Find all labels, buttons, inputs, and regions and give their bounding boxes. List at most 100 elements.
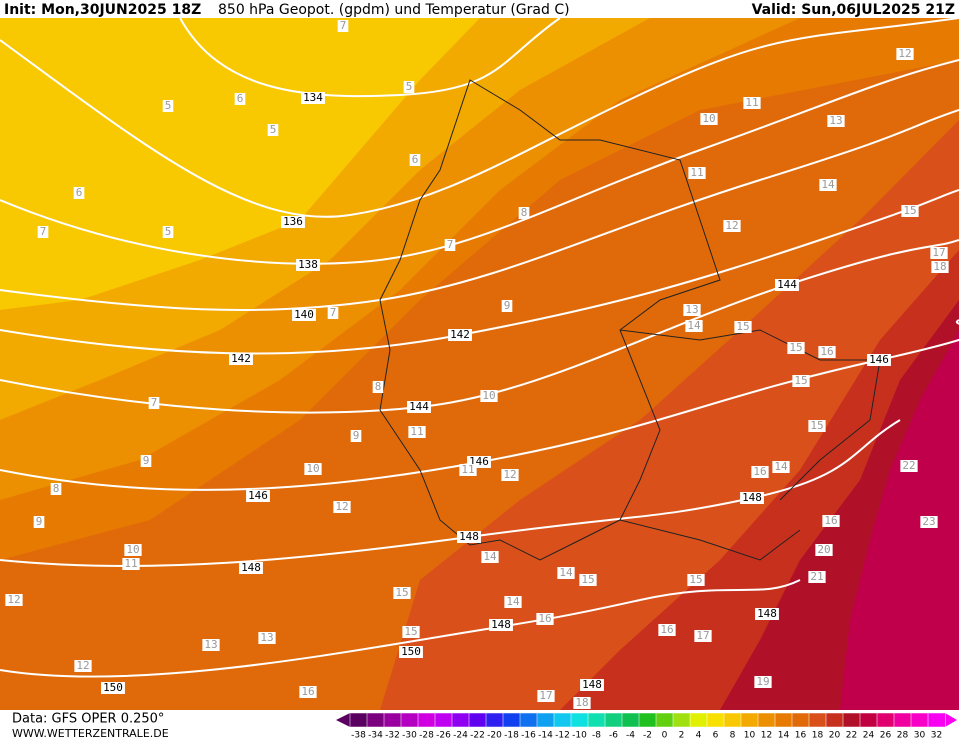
temperature-label-text: 14	[687, 319, 701, 332]
colorbar-arrow	[945, 713, 957, 727]
temperature-label: 15	[393, 586, 411, 599]
contour	[0, 239, 959, 414]
temperature-label: 5	[403, 80, 415, 93]
colorbar-label: 8	[730, 731, 736, 741]
geopotential-label: 140	[292, 308, 316, 321]
temperature-label: 7	[327, 306, 339, 319]
temperature-label-text: 12	[503, 468, 516, 481]
temperature-label-text: 9	[143, 454, 150, 467]
geopotential-label: 142	[229, 352, 253, 365]
colorbar-label: -10	[572, 731, 587, 741]
temperature-label-box	[73, 187, 85, 199]
temperature-label: 16	[818, 345, 836, 358]
geopotential-label-text: 138	[298, 258, 318, 271]
temperature-label-text: 13	[260, 631, 273, 644]
colorbar-label: -16	[521, 731, 536, 741]
temperature-label-box	[694, 630, 712, 642]
colorbar-label: -26	[436, 731, 451, 741]
temperature-label-box	[327, 307, 339, 319]
temperature-label: 9	[140, 454, 152, 467]
geopotential-label-box	[399, 646, 423, 658]
temperature-label-text: 13	[204, 638, 217, 651]
temperature-label-text: 15	[395, 586, 408, 599]
temperature-label-box	[734, 321, 752, 333]
temperature-label-box	[481, 551, 499, 563]
temperature-label: 17	[930, 246, 948, 259]
geopotential-label-box	[775, 279, 799, 291]
colorbar-label: 18	[812, 731, 824, 741]
colorbar-label: -24	[453, 731, 468, 741]
geopotential-label: 148	[755, 607, 779, 620]
temperature-label-text: 5	[165, 99, 172, 112]
geopotential-label-box	[448, 329, 472, 341]
temperature-label: 14	[772, 460, 790, 473]
colorbar-segment	[366, 712, 385, 728]
temperature-label-box	[700, 113, 718, 125]
temperature-label-box	[819, 179, 837, 191]
colorbar-segment	[791, 712, 810, 728]
temperature-label-text: 5	[270, 123, 277, 136]
temperature-label-box	[772, 461, 790, 473]
temperature-label: 11	[459, 463, 477, 476]
temperature-label: 9	[350, 429, 362, 442]
geopotential-label-box	[101, 682, 125, 694]
temperature-label-box	[818, 346, 836, 358]
colorbar-segment	[621, 712, 640, 728]
temperature-label-text: 7	[330, 306, 337, 319]
colorbar-segment	[417, 712, 436, 728]
temperature-label: 12	[501, 468, 519, 481]
colorbar-segment	[740, 712, 759, 728]
colorbar-label: 2	[679, 731, 685, 741]
geopotential-label-box	[489, 619, 513, 631]
temperature-label-box	[444, 239, 456, 251]
temperature-label-text: 14	[774, 460, 788, 473]
geopotential-label: 144	[775, 278, 799, 291]
colorbar-segment	[927, 712, 946, 728]
temperature-label: 15	[787, 341, 805, 354]
colorbar-segment	[757, 712, 776, 728]
colorbar-label: 24	[863, 731, 875, 741]
temperature-label: 9	[501, 299, 513, 312]
temperature-label: 15	[901, 204, 919, 217]
contour	[0, 59, 959, 265]
temperature-label-text: 14	[821, 178, 835, 191]
geopotential-label-text: 148	[459, 530, 479, 543]
geopotential-label-text: 144	[409, 400, 429, 413]
colorbar-label: -6	[609, 731, 618, 741]
temperature-label: 6	[234, 92, 246, 105]
geopotential-label: 150	[399, 645, 423, 658]
temperature-label-text: 14	[559, 566, 573, 579]
temperature-label-box	[403, 81, 415, 93]
geopotential-label-box	[292, 309, 316, 321]
geopotential-label-text: 146	[869, 353, 889, 366]
temperature-label-text: 21	[810, 570, 823, 583]
geopotential-label-box	[580, 679, 604, 691]
temperature-label-text: 14	[483, 550, 497, 563]
temperature-label: 16	[299, 685, 317, 698]
temperature-label-text: 15	[689, 573, 702, 586]
colorbar-label: -2	[643, 731, 652, 741]
temperature-label-text: 12	[335, 500, 348, 513]
temperature-label-box	[148, 397, 160, 409]
temperature-label: 14	[481, 550, 499, 563]
temperature-label-text: 15	[794, 374, 807, 387]
temperature-label: 12	[723, 219, 741, 232]
temperature-label-box	[122, 558, 140, 570]
colorbar-segment	[638, 712, 657, 728]
borders	[379, 79, 881, 561]
geopotential-label-text: 148	[742, 491, 762, 504]
colorbar-label: 20	[829, 731, 841, 741]
colorbar-segment	[672, 712, 691, 728]
temperature-label-box	[162, 226, 174, 238]
temperature-label-text: 15	[404, 625, 417, 638]
temperature-label-text: 16	[660, 623, 673, 636]
temperature-label: 16	[822, 514, 840, 527]
colorbar-segment	[774, 712, 793, 728]
colorbar-label: 16	[795, 731, 807, 741]
temperature-label-box	[685, 320, 703, 332]
temperature-label-text: 11	[461, 463, 474, 476]
temperature-label: 11	[743, 96, 761, 109]
contour	[0, 419, 901, 568]
geopotential-label: 148	[239, 561, 263, 574]
